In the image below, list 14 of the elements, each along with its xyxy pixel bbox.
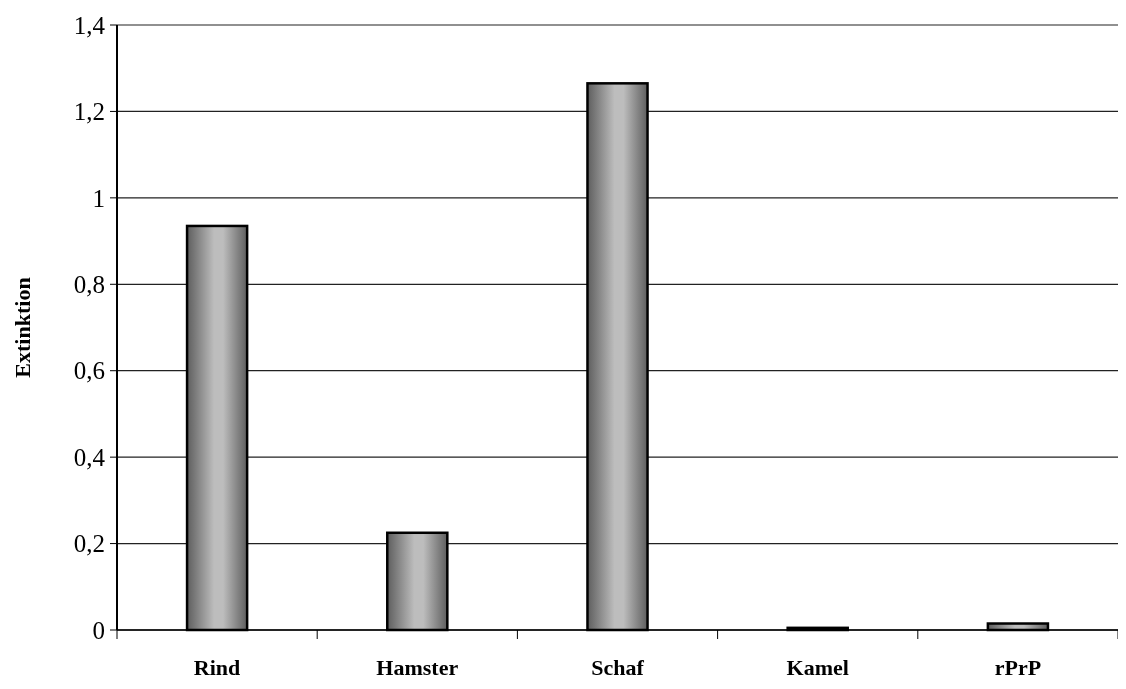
x-tick-label: Hamster xyxy=(376,655,459,680)
x-tick-label: rPrP xyxy=(994,655,1042,680)
y-tick-label: 1 xyxy=(92,184,105,212)
x-tick-label: Rind xyxy=(193,655,241,680)
y-axis-title: Extinktion xyxy=(10,277,35,378)
y-tick-label: 0,6 xyxy=(73,357,105,385)
y-tick-label: 0,4 xyxy=(73,443,106,471)
y-tick-label: 1,2 xyxy=(73,98,105,126)
y-tick-label: 1,4 xyxy=(73,11,106,39)
y-tick-label: 0 xyxy=(92,616,105,644)
x-tick-label: Schaf xyxy=(591,655,645,680)
y-tick-label: 0,2 xyxy=(73,530,105,558)
x-tick-label: Kamel xyxy=(786,655,849,680)
y-tick-label: 0,8 xyxy=(73,271,105,299)
